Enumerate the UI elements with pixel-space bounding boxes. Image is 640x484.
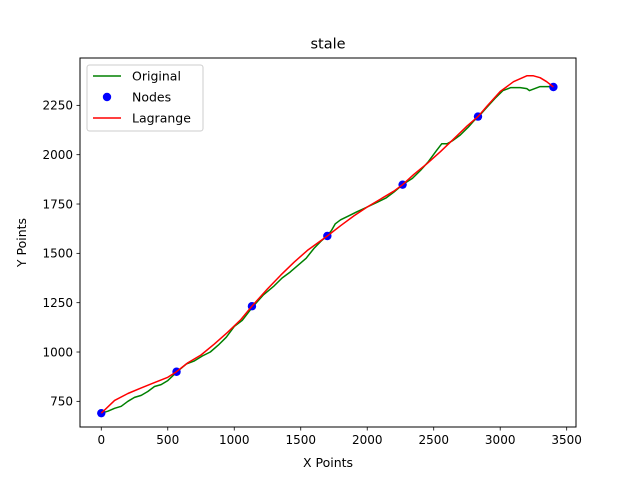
x-axis-label: X Points xyxy=(303,455,353,470)
plot-layer xyxy=(97,75,558,418)
x-tick-label-1500: 1500 xyxy=(285,433,316,447)
legend-label-original: Original xyxy=(132,69,181,84)
y-tick-label-1000: 1000 xyxy=(42,345,73,359)
x-tick-label-500: 500 xyxy=(156,433,179,447)
legend-label-lagrange: Lagrange xyxy=(132,111,191,126)
y-tick-label-1250: 1250 xyxy=(42,296,73,310)
y-tick-label-750: 750 xyxy=(50,395,73,409)
y-axis-label: Y Points xyxy=(14,218,29,268)
y-tick-label-1750: 1750 xyxy=(42,197,73,211)
legend-label-nodes: Nodes xyxy=(132,90,171,105)
x-tick-label-0: 0 xyxy=(97,433,105,447)
legend-swatch-nodes xyxy=(102,92,112,102)
series-lagrange-line xyxy=(100,75,554,414)
chart-title: stale xyxy=(310,37,345,53)
ticks-layer: 0 500 1000 1500 2000 2500 3000 3500 750 1000 1250 1… xyxy=(42,99,582,447)
legend-box xyxy=(86,64,204,132)
y-tick-label-1500: 1500 xyxy=(42,247,73,261)
y-tick-label-2000: 2000 xyxy=(42,148,73,162)
y-tick-label-2250: 2250 xyxy=(42,99,73,113)
legend: Original Nodes Lagrange xyxy=(86,64,204,132)
x-tick-label-2500: 2500 xyxy=(418,433,449,447)
x-tick-label-3000: 3000 xyxy=(485,433,516,447)
x-tick-label-1000: 1000 xyxy=(219,433,250,447)
x-tick-label-3500: 3500 xyxy=(551,433,582,447)
x-tick-label-2000: 2000 xyxy=(352,433,383,447)
plot-frame xyxy=(79,57,577,428)
